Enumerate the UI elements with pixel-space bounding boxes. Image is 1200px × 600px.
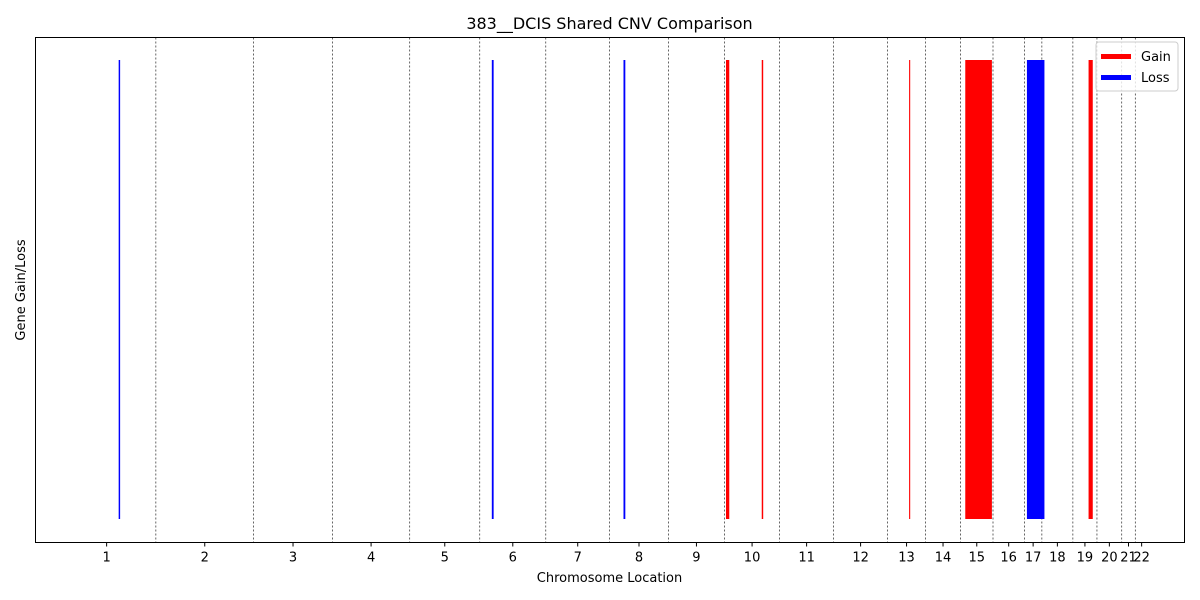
- cnv-gain-segment-3: [909, 60, 911, 519]
- x-tick-label-5: 5: [441, 551, 449, 566]
- cnv-loss-segment-4: [1026, 60, 1045, 519]
- legend: Gain Loss: [1095, 41, 1179, 92]
- cnv-loss-segment-1: [118, 60, 121, 519]
- x-tick-label-21: 21: [1120, 551, 1137, 566]
- cnv-loss-segment-2: [491, 60, 494, 519]
- x-tick-label-1: 1: [102, 551, 110, 566]
- x-tick-label-7: 7: [574, 551, 582, 566]
- y-axis-label: Gene Gain/Loss: [14, 239, 29, 340]
- legend-label-loss: Loss: [1141, 71, 1170, 86]
- x-tick-label-14: 14: [935, 551, 952, 566]
- cnv-gain-segment-2: [761, 60, 764, 519]
- x-tick-label-10: 10: [744, 551, 761, 566]
- x-tick-label-16: 16: [1000, 551, 1017, 566]
- x-tick-label-11: 11: [798, 551, 815, 566]
- cnv-loss-segment-3: [623, 60, 626, 519]
- plot-area: [118, 37, 1136, 543]
- x-axis-label: Chromosome Location: [537, 571, 682, 586]
- x-tick-label-13: 13: [898, 551, 915, 566]
- x-tick-label-12: 12: [852, 551, 869, 566]
- x-tick-label-3: 3: [289, 551, 297, 566]
- x-tick-label-4: 4: [367, 551, 375, 566]
- x-tick-label-6: 6: [509, 551, 517, 566]
- x-tick-label-22: 22: [1133, 551, 1150, 566]
- plot-frame: [35, 37, 1185, 543]
- x-tick-label-17: 17: [1025, 551, 1042, 566]
- x-tick-label-9: 9: [692, 551, 700, 566]
- cnv-gain-segment-5: [1088, 60, 1093, 519]
- x-tick-label-20: 20: [1101, 551, 1118, 566]
- x-tick-label-15: 15: [968, 551, 985, 566]
- cnv-gain-segment-1: [725, 60, 730, 519]
- legend-label-gain: Gain: [1141, 50, 1171, 65]
- x-tick-label-8: 8: [635, 551, 643, 566]
- x-tick-label-18: 18: [1049, 551, 1066, 566]
- x-tick-label-2: 2: [201, 551, 209, 566]
- x-tick-label-19: 19: [1077, 551, 1094, 566]
- chart-title: 383__DCIS Shared CNV Comparison: [466, 14, 752, 34]
- cnv-gain-segment-4: [965, 60, 992, 519]
